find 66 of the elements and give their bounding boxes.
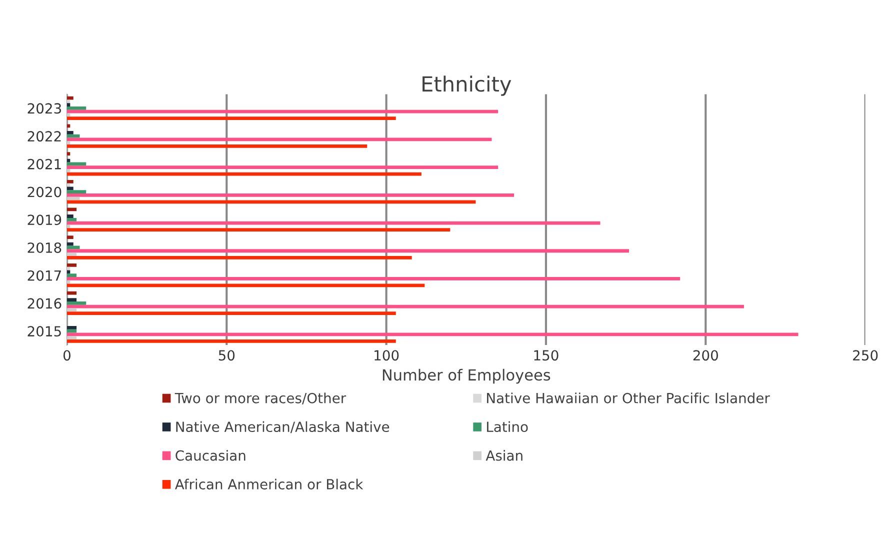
bar	[66, 336, 77, 340]
bar	[66, 256, 412, 260]
bar	[66, 96, 74, 100]
bar	[66, 162, 86, 166]
bar	[66, 302, 86, 305]
bar	[66, 190, 86, 194]
legend-label: African Anmerican or Black	[174, 478, 364, 490]
legend-label: Asian	[486, 450, 522, 461]
bar	[66, 134, 80, 138]
bar	[66, 144, 368, 148]
bar	[66, 169, 70, 172]
bar	[66, 236, 74, 240]
legend-label: Native Hawaiian or Other Pacific Islander	[487, 392, 770, 404]
bar	[66, 249, 630, 253]
x-tick-label: 250	[853, 350, 878, 361]
x-axis-title: Number of Employees	[382, 368, 550, 384]
bar	[66, 172, 422, 176]
bar	[66, 180, 74, 184]
bar	[66, 274, 77, 278]
bar	[66, 124, 70, 128]
bar	[66, 298, 77, 302]
y-tick-label: 2023	[28, 103, 61, 114]
bar	[66, 152, 70, 156]
bar	[66, 106, 86, 110]
bar	[66, 304, 744, 308]
legend-label: Native American/Alaska Native	[176, 421, 390, 434]
x-tick-label: 50	[218, 350, 235, 361]
y-tick-label: 2020	[28, 186, 62, 198]
y-tick-label: 2015	[28, 326, 61, 337]
x-tick-label: 100	[374, 350, 399, 361]
bar	[66, 200, 476, 204]
bar	[66, 252, 77, 256]
bar	[66, 326, 77, 330]
x-tick-label: 0	[63, 350, 70, 361]
bar	[66, 103, 70, 107]
x-tick-label: 150	[534, 350, 558, 361]
x-tick-label: 200	[693, 350, 718, 361]
bar	[66, 116, 396, 120]
legend-label: Two or more races/Other	[174, 392, 346, 404]
bar	[66, 280, 70, 284]
y-tick-label: 2017	[28, 270, 61, 281]
bar	[66, 228, 450, 232]
bar	[66, 266, 70, 270]
y-tick-label: 2016	[28, 298, 62, 309]
bar	[66, 277, 680, 280]
bar	[66, 193, 514, 197]
bar	[66, 214, 74, 218]
bar	[66, 312, 396, 316]
bar	[66, 242, 74, 246]
chart-title: Ethnicity	[422, 76, 512, 96]
bar	[66, 264, 77, 267]
bar	[66, 332, 798, 336]
bar	[66, 141, 70, 145]
bar	[66, 340, 396, 343]
y-tick-label: 2019	[28, 214, 62, 226]
legend-label: Caucasian	[176, 450, 246, 461]
y-tick-label: 2018	[28, 242, 62, 253]
bar	[66, 110, 498, 114]
bar	[66, 130, 74, 134]
y-tick-label: 2022	[28, 131, 61, 142]
bar	[66, 224, 70, 228]
y-tick-label: 2021	[28, 158, 61, 170]
legend-label: Latino	[487, 421, 528, 432]
bar	[66, 218, 77, 222]
bar	[66, 186, 74, 190]
bar	[66, 166, 498, 169]
